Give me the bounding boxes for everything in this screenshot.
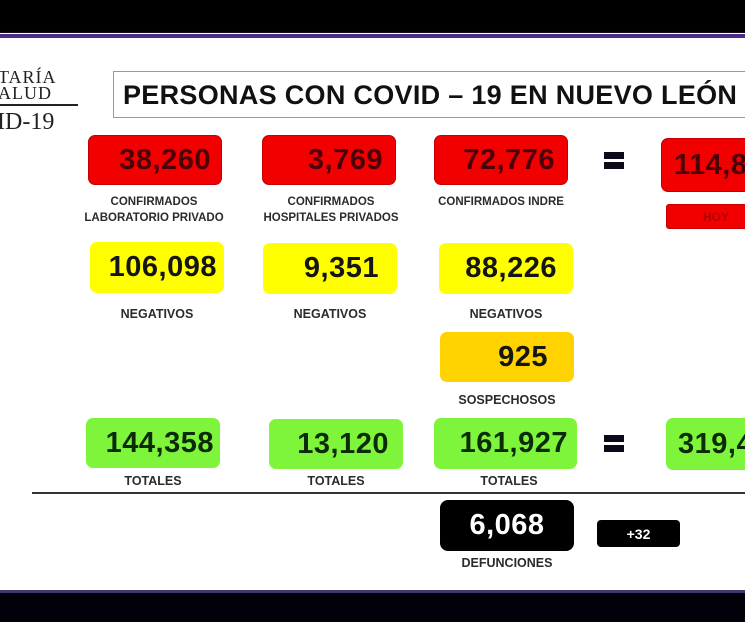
totals-lab-privado-box: 144,358 — [86, 418, 220, 468]
totals-lab-privado-value: 144,358 — [105, 426, 214, 459]
totals-indre-value: 161,927 — [459, 427, 568, 459]
confirmed-lab-privado-label: CONFIRMADOS LABORATORIO PRIVADO — [66, 194, 242, 226]
negatives-hosp-privados-value: 9,351 — [303, 252, 379, 284]
equals-icon — [604, 435, 624, 453]
deaths-delta-value: +32 — [626, 525, 651, 542]
totals-hosp-privados-label: TOTALES — [307, 474, 365, 488]
deaths-label: DEFUNCIONES — [461, 556, 553, 570]
negatives-indre-box: 88,226 — [439, 243, 573, 294]
negatives-indre-value: 88,226 — [465, 252, 557, 284]
totals-hosp-privados-box: 13,120 — [269, 419, 403, 469]
title-box: PERSONAS CON COVID – 19 EN NUEVO LEÓN — [113, 71, 745, 118]
confirmed-hosp-privados-value: 3,769 — [307, 143, 383, 176]
confirmed-hosp-privados-label: CONFIRMADOS HOSPITALES PRIVADOS — [246, 194, 416, 226]
totals-hosp-privados-value: 13,120 — [297, 427, 389, 460]
negatives-lab-privado-value: 106,098 — [108, 251, 217, 283]
confirmed-lab-privado-box: 38,260 — [88, 135, 222, 185]
deaths-delta-badge: +32 — [597, 520, 680, 547]
confirmed-hosp-privados-box: 3,769 — [262, 135, 396, 185]
deaths-box: 6,068 — [440, 500, 574, 551]
deaths-value: 6,068 — [469, 509, 545, 541]
negatives-lab-privado-box: 106,098 — [90, 242, 224, 293]
negatives-lab-privado-label: NEGATIVOS — [120, 307, 194, 321]
logo-rule — [0, 104, 78, 106]
page-title: PERSONAS CON COVID – 19 EN NUEVO LEÓN — [123, 80, 738, 110]
footer-accent-line — [0, 590, 745, 593]
hoy-label: HOY — [703, 210, 730, 224]
logo-secretaria-text: TARÍA — [0, 67, 57, 87]
negatives-indre-label: NEGATIVOS — [469, 307, 543, 321]
suspects-label: SOSPECHOSOS — [458, 393, 556, 407]
bottom-letterbox — [0, 593, 745, 622]
top-letterbox — [0, 0, 745, 32]
confirmed-total-value: 114,8 — [674, 148, 745, 181]
confirmed-indre-label: CONFIRMADOS INDRE — [438, 196, 564, 208]
equals-icon — [604, 152, 624, 170]
confirmed-lab-privado-value: 38,260 — [119, 143, 211, 176]
header-accent-line — [0, 33, 745, 38]
confirmed-indre-value: 72,776 — [463, 143, 555, 176]
totals-grand-box: 319,4 — [666, 418, 745, 470]
label-line: CONFIRMADOS — [287, 196, 375, 208]
suspects-value: 925 — [498, 340, 548, 373]
logo-covid-text: ID-19 — [0, 109, 55, 135]
section-divider — [32, 492, 745, 494]
label-line: LABORATORIO PRIVADO — [84, 212, 224, 224]
totals-indre-box: 161,927 — [434, 418, 577, 469]
suspects-box: 925 — [440, 332, 574, 382]
logo-salud-text: ALUD — [0, 83, 52, 103]
label-line: HOSPITALES PRIVADOS — [263, 212, 399, 224]
label-line: CONFIRMADOS — [110, 196, 198, 208]
hoy-badge: HOY — [666, 204, 745, 229]
confirmed-total-box: 114,8 — [661, 138, 745, 192]
slide: TARÍA ALUD ID-19 PERSONAS CON COVID – 19… — [0, 38, 745, 590]
confirmed-indre-box: 72,776 — [434, 135, 568, 185]
totals-lab-privado-label: TOTALES — [124, 474, 182, 488]
negatives-hosp-privados-box: 9,351 — [263, 243, 397, 294]
totals-grand-value: 319,4 — [678, 427, 745, 460]
negatives-hosp-privados-label: NEGATIVOS — [293, 307, 367, 321]
totals-indre-label: TOTALES — [480, 474, 538, 488]
